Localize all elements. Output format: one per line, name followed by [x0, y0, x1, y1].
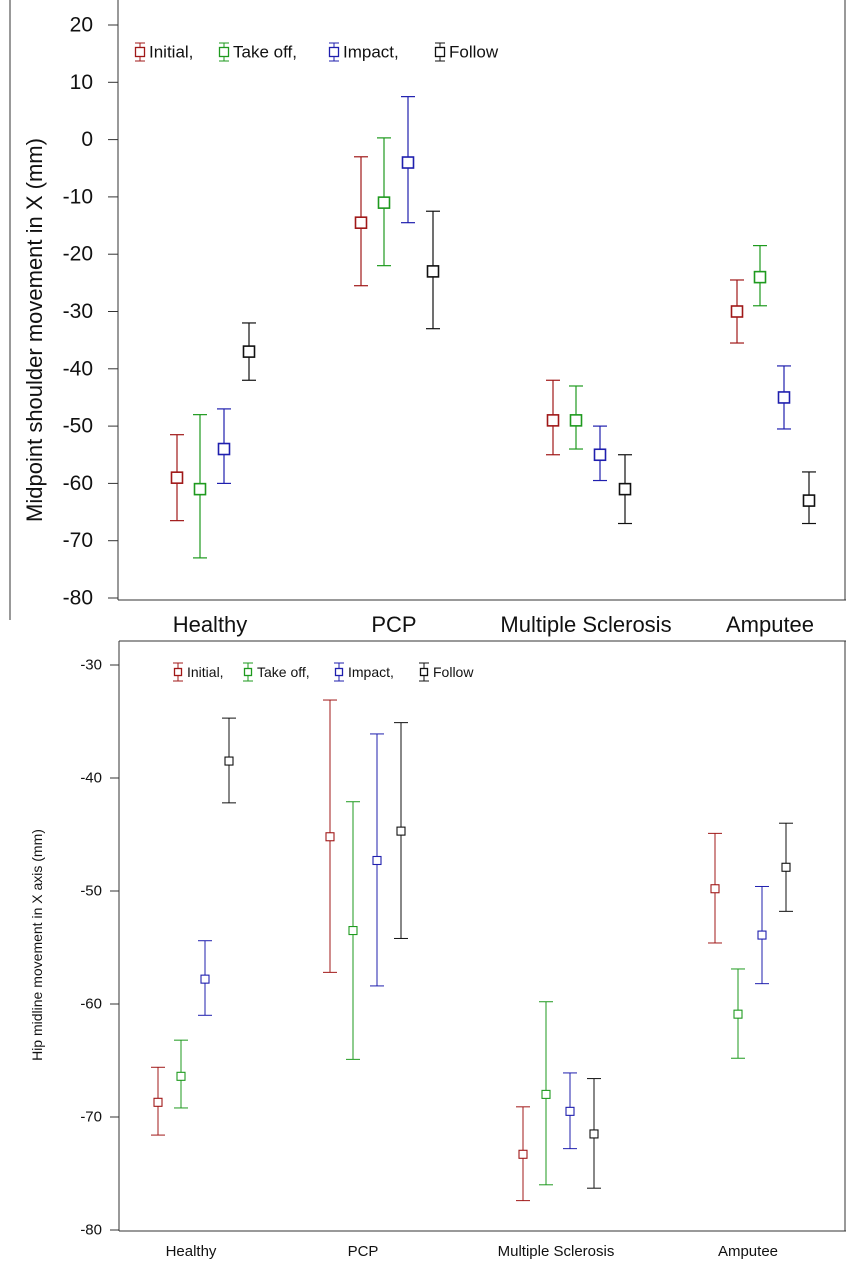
top-legend-label-impact: Impact, [343, 43, 399, 62]
bottom-point-follow-pcp [396, 826, 406, 836]
top-y-tick-label: 0 [81, 128, 93, 151]
bottom-point-follow-multiple-sclerosis [589, 1129, 599, 1139]
bottom-y-tick-label: -80 [80, 1222, 102, 1239]
top-point-take-off-amputee [753, 270, 767, 284]
top-y-tick-label: -20 [63, 243, 93, 266]
bottom-series-impact [198, 733, 769, 1150]
top-x-label-amputee: Amputee [726, 612, 814, 637]
bottom-y-tick-label: -60 [80, 996, 102, 1013]
top-point-follow-multiple-sclerosis [618, 482, 632, 496]
top-legend-box [134, 46, 146, 58]
top-point-take-off-multiple-sclerosis [569, 414, 583, 427]
bottom-point-impact-multiple-sclerosis [565, 1106, 575, 1116]
top-point-follow-amputee [802, 494, 816, 507]
bottom-point-take-off-amputee [733, 1009, 743, 1019]
bottom-series-follow [222, 717, 793, 1189]
bottom-legend-label-impact: Impact, [348, 664, 394, 680]
bottom-point-initial-pcp [325, 832, 335, 842]
bottom-y-tick-label: -30 [80, 657, 102, 674]
bottom-point-take-off-pcp [348, 925, 358, 936]
top-legend-box [328, 46, 340, 58]
bottom-point-follow-healthy [224, 756, 234, 766]
bottom-x-label-pcp: PCP [348, 1243, 379, 1260]
top-series-initial [170, 156, 744, 522]
bottom-x-label-multiple-sclerosis: Multiple Sclerosis [498, 1243, 615, 1260]
bottom-legend-box [334, 667, 344, 677]
top-y-tick-label: -10 [63, 185, 93, 208]
top-y-tick-label: -70 [63, 529, 93, 552]
bottom-y-tick-label: -50 [80, 883, 102, 900]
top-y-tick-label: -80 [63, 587, 93, 610]
bottom-legend: Initial, Take off, Impact, Follow [173, 662, 474, 682]
top-y-tick-label: -60 [63, 472, 93, 495]
top-legend-box [434, 46, 446, 58]
bottom-series-take-off [174, 801, 745, 1186]
bottom-point-impact-healthy [200, 974, 210, 984]
top-x-label-pcp: PCP [371, 612, 416, 637]
bottom-y-tick-label: -40 [80, 770, 102, 787]
bottom-point-initial-multiple-sclerosis [518, 1149, 528, 1159]
top-point-follow-healthy [242, 345, 256, 358]
top-series-follow [242, 210, 816, 525]
top-y-tick-label: -30 [63, 300, 93, 323]
top-x-label-healthy: Healthy [173, 612, 248, 637]
top-point-follow-pcp [426, 265, 440, 278]
bottom-series-initial [151, 699, 722, 1202]
bottom-point-impact-amputee [757, 930, 767, 940]
top-legend: Initial, Take off, Impact, Follow [134, 42, 499, 62]
bottom-legend-box [419, 667, 429, 677]
top-series-take-off [193, 137, 767, 559]
bottom-point-take-off-multiple-sclerosis [541, 1089, 551, 1099]
top-y-tick-label: 20 [70, 14, 93, 37]
top-point-initial-healthy [170, 471, 184, 484]
top-point-impact-healthy [217, 442, 231, 456]
top-y-tick-label: -40 [63, 357, 93, 380]
top-point-impact-amputee [777, 391, 791, 404]
bottom-x-label-amputee: Amputee [718, 1243, 778, 1260]
bottom-panel: -30 -40 -50 -60 -70 -80 Healthy PCP Multiple Scl… [29, 640, 846, 1260]
top-y-tick-label: 10 [70, 71, 93, 94]
bottom-y-tick-label: -70 [80, 1109, 102, 1126]
top-point-take-off-healthy [193, 482, 207, 496]
top-y-axis-title: Midpoint shoulder movement in X (mm) [22, 138, 47, 522]
top-x-label-multiple-sclerosis: Multiple Sclerosis [500, 612, 671, 637]
top-legend-label-follow: Follow [449, 43, 499, 62]
bottom-point-take-off-healthy [176, 1071, 186, 1081]
top-y-tick-label: -50 [63, 415, 93, 438]
bottom-point-follow-amputee [781, 862, 791, 872]
top-legend-label-initial: Initial, [149, 43, 193, 62]
top-point-take-off-pcp [377, 196, 391, 209]
bottom-legend-box [243, 667, 253, 677]
bottom-point-impact-pcp [372, 855, 382, 866]
bottom-point-initial-amputee [710, 884, 720, 894]
top-panel: 20 10 0 -10 -20 -30 -40 -50 -60 -70 -80 Healthy PCP M… [9, 0, 846, 637]
bottom-legend-label-follow: Follow [433, 664, 474, 680]
bottom-x-label-healthy: Healthy [166, 1243, 217, 1260]
top-series-impact [217, 96, 791, 484]
top-point-initial-multiple-sclerosis [546, 414, 560, 427]
top-point-impact-multiple-sclerosis [593, 448, 607, 462]
top-legend-box [218, 46, 230, 58]
top-point-initial-pcp [354, 216, 368, 229]
bottom-legend-label-initial: Initial, [187, 664, 224, 680]
bottom-legend-label-take-off: Take off, [257, 664, 310, 680]
bottom-point-initial-healthy [153, 1097, 163, 1107]
bottom-legend-box [173, 667, 183, 677]
top-legend-label-take-off: Take off, [233, 43, 297, 62]
top-point-impact-pcp [401, 156, 415, 169]
bottom-y-axis-title: Hip midline movement in X axis (mm) [29, 829, 45, 1061]
top-point-initial-amputee [730, 305, 744, 318]
